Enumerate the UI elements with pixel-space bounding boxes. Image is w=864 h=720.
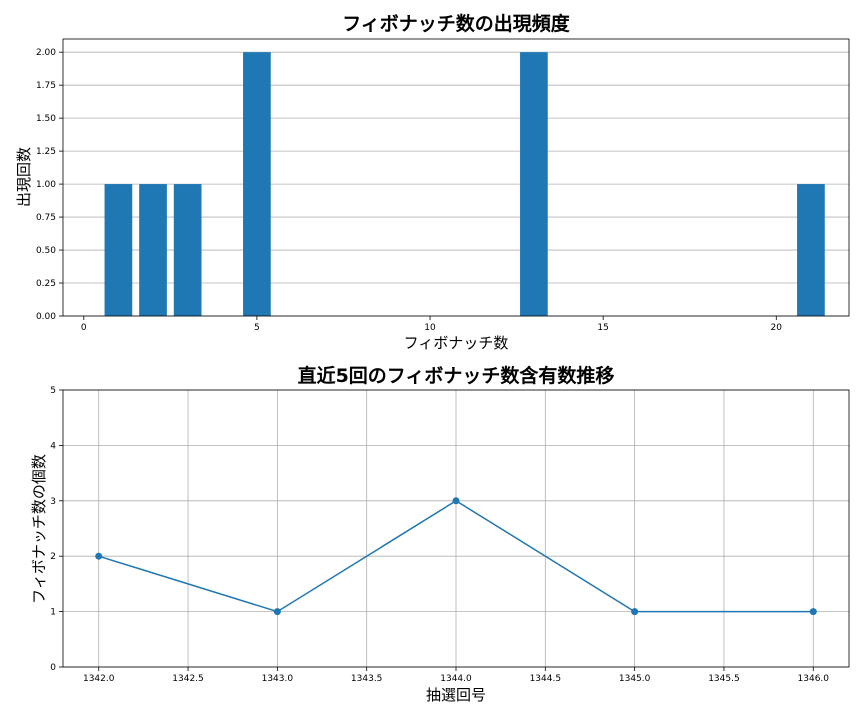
bar-chart-bars <box>104 52 825 316</box>
bar-chart: フィボナッチ数の出現頻度 フィボナッチ数 出現回数 0.000.250.500.… <box>15 12 850 352</box>
bar-y-tick-label: 1.00 <box>36 180 56 190</box>
bar-x-tick-label: 10 <box>424 323 436 333</box>
bar-y-tick-label: 0.50 <box>36 246 56 256</box>
line-chart: 直近5回のフィボナッチ数含有数推移 抽選回号 フィボナッチ数の個数 0 1 2 3 4 5… <box>30 364 850 704</box>
data-point <box>273 608 281 616</box>
line-y-tick-label: 2 <box>50 552 56 562</box>
bar-y-tick-label: 0.75 <box>36 213 56 223</box>
line-x-tick-label: 1345.0 <box>619 674 651 684</box>
data-point <box>809 608 817 616</box>
bar <box>139 184 167 316</box>
line-y-tick-label: 5 <box>50 386 56 396</box>
line-y-tick-label: 3 <box>50 497 56 507</box>
line-y-tick-label: 1 <box>50 608 56 618</box>
bar-y-tick-label: 2.00 <box>36 48 56 58</box>
line-chart-frame <box>62 389 850 668</box>
bar-x-tick-label: 20 <box>771 323 783 333</box>
line-x-tick-label: 1346.0 <box>798 674 830 684</box>
line-y-tick-label: 4 <box>50 441 56 451</box>
bar <box>520 52 548 316</box>
line-x-tick-label: 1342.5 <box>172 674 204 684</box>
data-point <box>95 552 103 560</box>
line-chart-grid <box>63 389 849 668</box>
bar-x-tick-label: 0 <box>81 323 87 333</box>
bar <box>104 184 133 316</box>
bar-y-tick-label: 0.25 <box>36 279 56 289</box>
line-chart-ticks: 0 1 2 3 4 5 1342.0 1342.5 1343.0 1343.5 1344.0 1344… <box>50 386 829 684</box>
line-chart-title: 直近5回のフィボナッチ数含有数推移 <box>298 364 615 387</box>
data-point <box>631 608 639 616</box>
bar-x-tick-label: 5 <box>254 323 260 333</box>
bar-y-tick-label: 1.75 <box>36 81 56 91</box>
bar <box>173 184 202 316</box>
line-x-tick-label: 1343.5 <box>351 674 383 684</box>
line-x-tick-label: 1344.5 <box>530 674 562 684</box>
line-chart-series <box>95 497 817 616</box>
bar-chart-frame <box>62 38 850 317</box>
bar-y-tick-label: 1.50 <box>36 114 56 124</box>
line-x-tick-label: 1344.0 <box>440 674 472 684</box>
line-chart-xlabel: 抽選回号 <box>426 686 486 704</box>
bar-chart-ylabel: 出現回数 <box>15 147 33 207</box>
bar-y-tick-label: 0.00 <box>36 312 56 322</box>
data-point <box>452 497 460 505</box>
line-chart-ylabel: フィボナッチ数の個数 <box>30 454 48 604</box>
bar-chart-xlabel: フィボナッチ数 <box>404 334 509 352</box>
bar-chart-title: フィボナッチ数の出現頻度 <box>342 12 571 35</box>
bar <box>797 184 825 316</box>
line-x-tick-label: 1343.0 <box>262 674 294 684</box>
line-x-tick-label: 1345.5 <box>708 674 740 684</box>
bar <box>243 52 271 316</box>
bar-y-tick-label: 1.25 <box>36 147 56 157</box>
bar-chart-ticks: 0.00 0.25 0.50 0.75 1.00 1.25 1.50 1.75 2.00 0 5 10… <box>36 48 782 333</box>
line-x-tick-label: 1342.0 <box>83 674 115 684</box>
line-y-tick-label: 0 <box>50 663 56 673</box>
bar-x-tick-label: 15 <box>597 323 608 333</box>
